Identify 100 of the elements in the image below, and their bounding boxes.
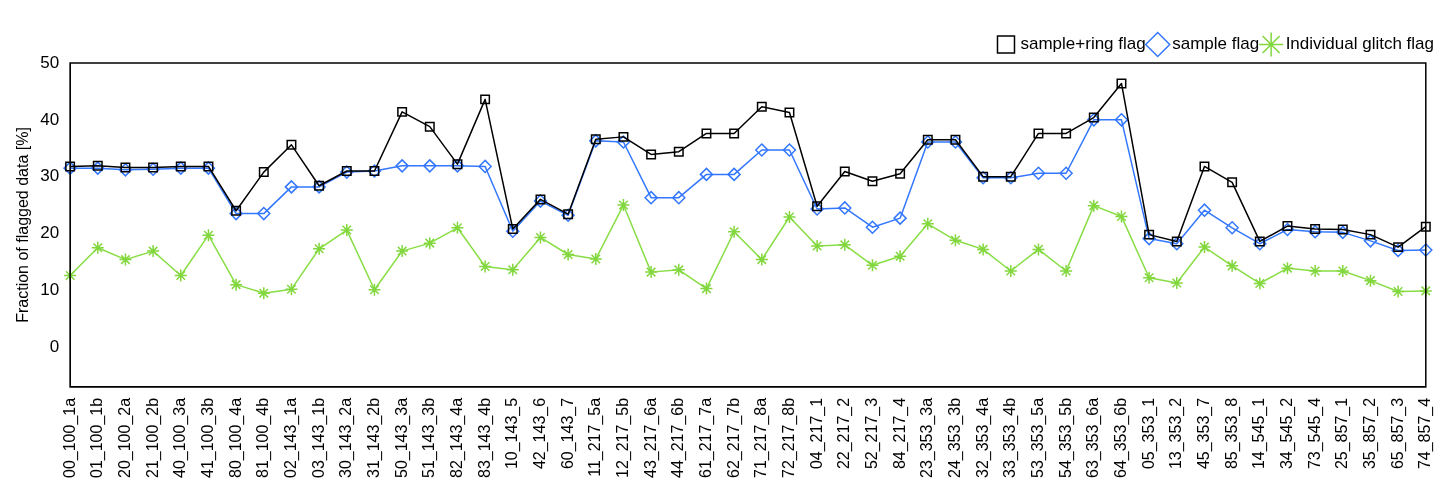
point — [589, 252, 603, 266]
x-tick-label: 82_143_4a — [447, 397, 466, 479]
point — [1393, 242, 1404, 253]
point — [1280, 261, 1295, 275]
point — [1336, 264, 1350, 278]
point — [284, 180, 299, 194]
point — [673, 146, 684, 157]
point — [506, 224, 520, 238]
point — [1308, 225, 1322, 239]
point — [921, 135, 935, 149]
point — [646, 149, 657, 160]
point — [533, 230, 548, 245]
point — [118, 252, 133, 267]
point — [1420, 221, 1431, 232]
point — [865, 258, 880, 273]
point — [727, 167, 741, 182]
point — [1363, 234, 1378, 248]
legend-label: sample+ring flag — [1020, 34, 1146, 54]
point — [1308, 264, 1322, 278]
point — [1171, 236, 1182, 247]
point — [258, 167, 269, 178]
x-tick-label: 00_100_1a — [60, 397, 79, 479]
point — [865, 220, 880, 234]
point — [1225, 259, 1239, 273]
point — [782, 210, 797, 224]
y-tick-label: 20 — [40, 223, 60, 243]
x-tick-label: 52_217_3 — [862, 397, 881, 470]
point — [1365, 229, 1376, 240]
point — [480, 94, 491, 105]
point — [867, 176, 878, 187]
point — [1114, 209, 1129, 224]
x-tick-label: 54_353_5b — [1056, 397, 1075, 479]
x-tick-label: 51_143_3b — [420, 397, 439, 479]
point — [257, 286, 271, 300]
point — [1031, 242, 1046, 257]
point — [893, 249, 907, 263]
point — [423, 236, 437, 250]
point — [395, 159, 409, 173]
point — [1419, 243, 1433, 257]
point — [1087, 113, 1101, 127]
x-tick-label: 40_100_3a — [171, 397, 190, 479]
point — [1282, 221, 1293, 232]
x-tick-label: 45_353_7 — [1194, 397, 1213, 470]
x-tick-label: 03_143_1b — [309, 397, 328, 479]
x-tick-label: 84_217_4 — [890, 397, 909, 470]
point — [229, 206, 243, 221]
point — [810, 202, 824, 216]
point — [423, 159, 437, 173]
point — [755, 252, 769, 267]
x-tick-label: 73_545_4 — [1305, 397, 1324, 470]
y-tick-label: 50 — [40, 52, 60, 72]
point — [1337, 224, 1348, 235]
point — [1310, 223, 1321, 234]
point — [1031, 166, 1046, 180]
point — [118, 163, 133, 177]
x-tick-label: 20_100_2a — [115, 397, 134, 479]
y-tick-label: 0 — [49, 336, 60, 356]
point — [1059, 166, 1073, 180]
point — [174, 268, 188, 283]
point — [1391, 284, 1405, 299]
point — [701, 128, 712, 139]
point — [616, 198, 631, 212]
point — [395, 244, 409, 258]
point — [921, 217, 935, 231]
point — [1225, 221, 1239, 235]
point — [1227, 177, 1238, 188]
point — [976, 242, 990, 257]
x-tick-label: 50_143_3a — [392, 397, 411, 479]
point — [1142, 271, 1156, 285]
point — [1419, 284, 1433, 298]
point — [146, 244, 160, 258]
point — [1088, 112, 1099, 123]
x-tick-label: 42_143_6 — [530, 397, 549, 470]
point — [1059, 264, 1073, 278]
x-tick-label: 44_217_6b — [669, 397, 688, 479]
legend-label: Individual glitch flag — [1285, 34, 1435, 54]
point — [1280, 222, 1295, 237]
point — [699, 281, 714, 296]
x-tick-label: 71_217_8a — [752, 397, 771, 479]
x-tick-label: 32_353_4a — [973, 397, 992, 479]
point — [1253, 236, 1267, 251]
point — [1114, 113, 1129, 127]
point — [201, 228, 216, 242]
x-tick-label: 05_353_1 — [1139, 397, 1158, 470]
point — [839, 166, 850, 177]
x-tick-label: 62_217_7b — [724, 397, 743, 479]
point — [1087, 198, 1101, 213]
x-tick-label: 34_545_2 — [1277, 397, 1296, 470]
x-tick-label: 61_217_7a — [696, 397, 715, 479]
x-tick-label: 22_217_2 — [835, 397, 854, 470]
point — [948, 233, 963, 248]
point — [397, 106, 408, 117]
point — [893, 211, 907, 225]
point — [1033, 128, 1044, 139]
point — [91, 240, 105, 255]
point — [672, 190, 686, 205]
x-tick-label: 81_100_4b — [254, 397, 273, 479]
point — [782, 143, 797, 157]
point — [478, 259, 492, 274]
x-tick-label: 23_353_3a — [918, 397, 937, 479]
